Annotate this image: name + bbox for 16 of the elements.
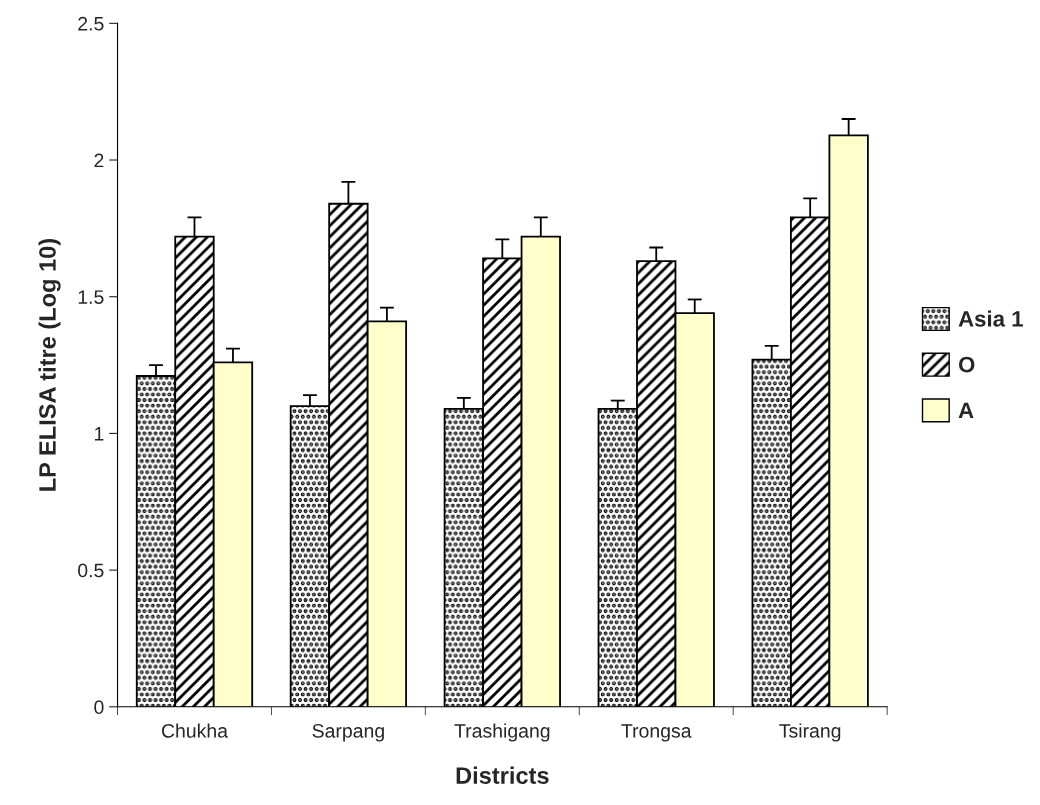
y-tick-label: 0 — [94, 700, 104, 715]
x-tick-label: Chukha — [161, 723, 228, 738]
x-tick-label: Sarpang — [312, 723, 384, 742]
legend-label: O — [958, 356, 975, 373]
y-tick-label: 1.5 — [78, 290, 104, 304]
y-tick-label: 2.5 — [78, 16, 104, 31]
y-axis-title: LP ELISA titre (Log 10) — [38, 238, 61, 491]
x-tick-label: Tsirang — [779, 723, 841, 742]
y-tick-label: 1 — [95, 427, 104, 441]
legend-label: A — [958, 402, 974, 418]
legend-label: Asia 1 — [958, 310, 1023, 327]
y-tick-label: 0.5 — [78, 563, 104, 578]
x-tick-label: Trongsa — [621, 724, 692, 742]
y-tick-label: 2 — [94, 153, 104, 168]
x-tick-label: Trashigang — [454, 723, 550, 742]
x-axis-title: Districts — [456, 766, 549, 784]
